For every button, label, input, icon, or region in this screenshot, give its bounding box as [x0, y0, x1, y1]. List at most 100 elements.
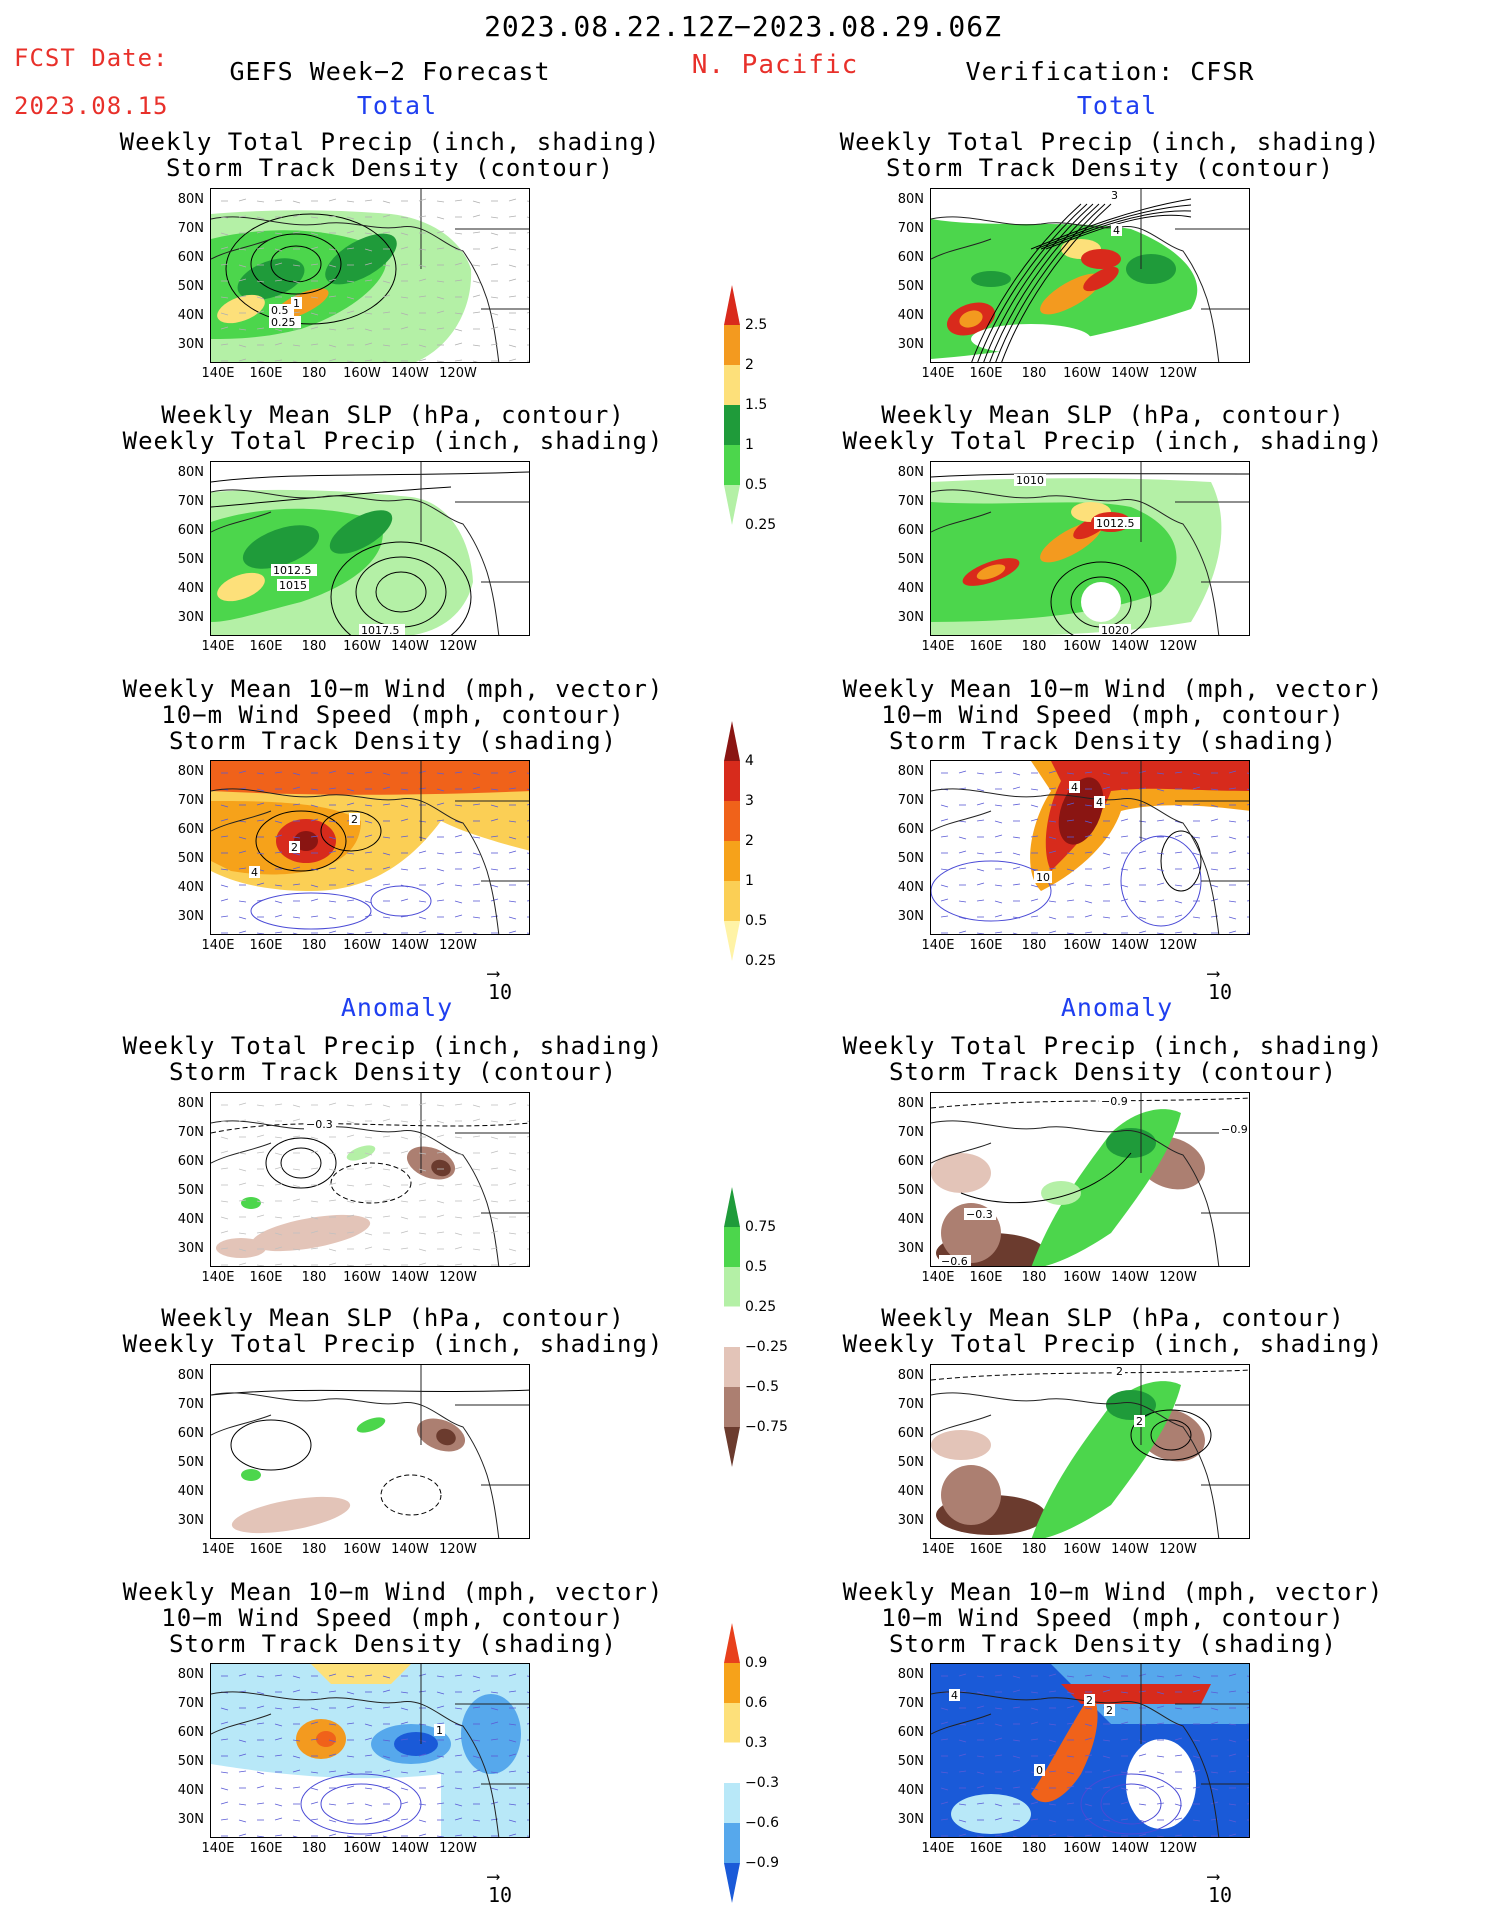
wind-vector [328, 1819, 337, 1823]
wind-vector [454, 834, 463, 838]
wind-vector [1084, 1834, 1093, 1837]
wind-vector [958, 1723, 967, 1726]
wind-vector [508, 1803, 517, 1806]
contour-line [1080, 1773, 1182, 1835]
wind-vector [274, 342, 283, 346]
wind-vector [1210, 804, 1219, 808]
wind-vector [454, 312, 463, 315]
contour-line [1160, 830, 1202, 892]
wind-vector [256, 1722, 265, 1725]
wind-vector [454, 342, 463, 346]
wind-vector [508, 1182, 517, 1186]
lon-tick-label: 160E [249, 1542, 283, 1557]
wind-vector [346, 899, 355, 902]
contour-label-bg [1094, 796, 1105, 808]
wind-vector [994, 1737, 1003, 1741]
wind-vector [472, 1689, 481, 1693]
wind-vector [400, 1136, 409, 1140]
wind-vector [238, 1833, 247, 1837]
wind-vector [1246, 932, 1249, 934]
colorbar-swatch [724, 1387, 740, 1427]
lon-tick-label: 120W [1159, 639, 1197, 654]
wind-vector [1120, 1721, 1129, 1725]
wind-vector [364, 820, 373, 824]
wind-vector [1120, 898, 1129, 902]
wind-vector [526, 772, 529, 774]
wind-vector [1048, 1753, 1057, 1757]
wind-vector [1048, 916, 1057, 920]
wind-vector [220, 1721, 229, 1725]
lat-tick-label: 60N [897, 1725, 924, 1740]
wind-vector [1048, 1770, 1057, 1773]
wind-vector [346, 852, 355, 855]
panel-title-v6: Weekly Mean 10−m Wind (mph, vector) 10−m … [842, 1578, 1384, 1658]
wind-vector [382, 214, 391, 218]
lon-tick-label: 160W [1063, 1270, 1101, 1285]
wind-vector [220, 818, 229, 822]
wind-vector [976, 1705, 985, 1709]
wind-vector [1192, 852, 1201, 856]
wind-vector [994, 820, 1003, 824]
wind-vector [274, 1263, 283, 1266]
lon-tick-label: 140W [391, 366, 429, 381]
wind-vector [1174, 900, 1183, 904]
wind-vector [436, 1705, 445, 1709]
lat-tick-label: 50N [897, 1183, 924, 1198]
contour-label: 2 [1106, 1704, 1113, 1717]
lat-tick-label: 80N [177, 465, 204, 480]
wind-vector [958, 867, 967, 870]
lon-tick-label: 140W [1111, 1542, 1149, 1557]
wind-vector [364, 1216, 373, 1219]
wind-vector [1156, 802, 1165, 806]
contour-label: 0.25 [271, 316, 296, 329]
wind-vector [1012, 1769, 1021, 1773]
wind-vector [1084, 900, 1093, 904]
wind-vector [400, 1691, 409, 1694]
wind-vector [1138, 1770, 1147, 1773]
wind-vector [328, 295, 337, 298]
lon-tick-label: 140E [201, 938, 235, 953]
wind-vector [274, 914, 283, 918]
wind-vector [328, 1199, 337, 1202]
shaded-region [931, 1153, 991, 1193]
lat-tick-label: 70N [177, 494, 204, 509]
contour-line [989, 203, 1100, 362]
wind-vector [454, 884, 463, 887]
wind-vector [454, 359, 463, 362]
lon-tick-label: 160W [1063, 938, 1101, 953]
wind-vector [238, 1673, 247, 1677]
wind-vector [238, 264, 247, 268]
wind-vector [400, 1707, 409, 1711]
wind-vector [490, 312, 499, 316]
wind-vector [1156, 1835, 1165, 1837]
colorbar-swatch [724, 1703, 740, 1743]
wind-vector [346, 1184, 355, 1187]
wind-vector [994, 931, 1003, 934]
lat-tick-label: 60N [177, 1154, 204, 1169]
wind-vector [274, 834, 283, 838]
wind-vector [274, 1723, 283, 1727]
wind-vector [508, 1262, 517, 1266]
wind-vector [292, 932, 298, 934]
wind-vector [1084, 820, 1093, 824]
vector-ref-v6: ⟶ 10 [1208, 1866, 1233, 1908]
wind-vector [454, 1674, 463, 1677]
wind-vector [328, 1152, 337, 1155]
contour-line [931, 489, 1220, 635]
panel-title-v2: Weekly Mean SLP (hPa, contour) Weekly Tot… [842, 401, 1384, 455]
colorbar-swatch [724, 1783, 740, 1823]
lat-tick-label: 70N [177, 221, 204, 236]
section-total-left: Total [356, 91, 438, 120]
wind-vector [256, 200, 265, 203]
map-verif-wind-storm: 4 4 10 [930, 760, 1250, 935]
map-drawing: 4 4 10 [931, 761, 1249, 934]
wind-vector [418, 787, 427, 790]
wind-vector [418, 344, 427, 348]
colorbar-swatch [724, 1863, 740, 1903]
wind-vector [1138, 1803, 1147, 1806]
shaded-region [237, 258, 305, 300]
wind-vector [940, 898, 949, 902]
colorbar-swatch [724, 445, 740, 485]
wind-vector [256, 230, 265, 234]
wind-vector [274, 1817, 283, 1821]
